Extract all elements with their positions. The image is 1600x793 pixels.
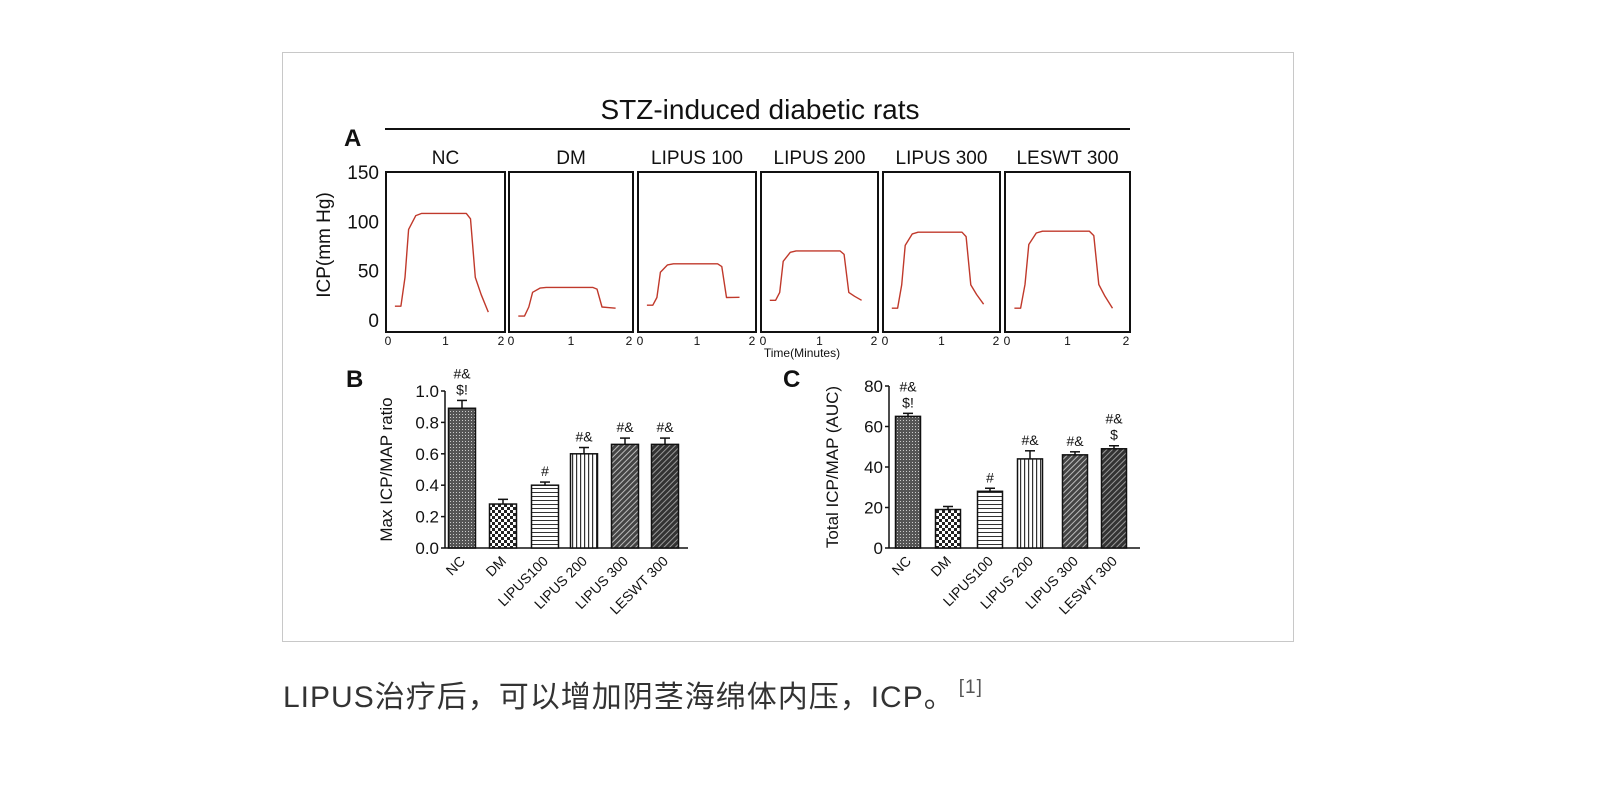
- y-axis-label: Max ICP/MAP ratio: [377, 397, 396, 541]
- y-tick-label: 0.2: [415, 508, 439, 527]
- trace-box: [1004, 171, 1131, 333]
- figure: STZ-induced diabetic rats A ICP(mm Hg) 0 50 1…: [314, 94, 1140, 617]
- x-tick-label: 1: [938, 334, 945, 348]
- y-tick-label: 0.8: [415, 413, 439, 432]
- panel-label-b: B: [346, 366, 363, 393]
- y-tick-label: 0: [874, 539, 883, 558]
- group-label: LIPUS 300: [896, 148, 988, 169]
- bar: [569, 453, 599, 549]
- x-tick-label: 0: [385, 334, 392, 348]
- panel-a-title: STZ-induced diabetic rats: [600, 94, 919, 125]
- panel-label-c: C: [783, 366, 800, 393]
- bar: [1016, 458, 1044, 549]
- significance-label: #: [541, 463, 549, 479]
- group-label: NC: [432, 148, 459, 169]
- icp-trace: [394, 212, 489, 313]
- trace-box: [637, 171, 757, 333]
- x-tick-label: 1: [568, 334, 575, 348]
- x-tick-label: DM: [482, 553, 509, 580]
- x-tick-label: 0: [760, 334, 767, 348]
- x-tick-label: 1: [1064, 334, 1071, 348]
- x-tick-label: 0: [508, 334, 515, 348]
- x-tick-label: 0: [637, 334, 644, 348]
- y-tick-label: 0: [368, 311, 379, 332]
- x-tick-label: 2: [871, 334, 878, 348]
- significance-label: $!: [456, 381, 468, 397]
- caption-text: LIPUS治疗后，可以增加阴茎海绵体内压，ICP。: [283, 681, 955, 714]
- bar: [610, 443, 640, 549]
- y-tick-label: 100: [347, 212, 379, 233]
- x-tick-label: DM: [927, 553, 954, 580]
- x-tick-label: 2: [1123, 334, 1130, 348]
- bar: [530, 484, 560, 549]
- y-axis-label: Total ICP/MAP (AUC): [823, 386, 842, 548]
- x-tick-label: 2: [626, 334, 633, 348]
- significance-label: #&: [575, 429, 593, 445]
- x-axis-label: Time(Minutes): [764, 346, 840, 360]
- figure-caption: LIPUS治疗后，可以增加阴茎海绵体内压，ICP。 [1]: [283, 672, 983, 716]
- icp-trace: [1014, 230, 1114, 309]
- x-tick-label: NC: [442, 553, 468, 579]
- y-tick-label: 20: [864, 499, 883, 518]
- x-tick-label: 1: [816, 334, 823, 348]
- icp-trace: [646, 263, 740, 306]
- significance-label: #&: [616, 419, 634, 435]
- bar: [976, 490, 1004, 549]
- significance-label: #&: [1066, 433, 1084, 449]
- significance-label: #&: [656, 419, 674, 435]
- panel-label-a: A: [344, 125, 361, 152]
- trace-box: [760, 171, 879, 333]
- y-axis-label: ICP(mm Hg): [314, 192, 335, 298]
- y-tick-label: 60: [864, 418, 883, 437]
- significance-label: #&: [899, 378, 917, 394]
- y-tick-label: 1.0: [415, 382, 439, 401]
- bar: [488, 503, 518, 549]
- y-tick-label: 0.6: [415, 445, 439, 464]
- bar: [447, 407, 477, 549]
- significance-label: #&: [1105, 411, 1123, 427]
- y-tick-label: 50: [358, 262, 379, 283]
- group-label: LIPUS 100: [651, 148, 743, 169]
- citation-ref[interactable]: [1]: [958, 677, 983, 698]
- trace-box: [882, 171, 1001, 333]
- bar: [934, 508, 962, 549]
- significance-label: #&: [1021, 432, 1039, 448]
- significance-label: #&: [453, 365, 471, 381]
- significance-label: $!: [902, 394, 914, 410]
- bar: [650, 443, 680, 549]
- bar: [1061, 454, 1089, 549]
- icp-trace: [518, 286, 616, 317]
- y-tick-label: 0.4: [415, 476, 439, 495]
- group-label: DM: [556, 148, 586, 169]
- x-tick-label: 1: [694, 334, 701, 348]
- y-tick-label: 0.0: [415, 539, 439, 558]
- x-tick-label: 2: [498, 334, 505, 348]
- y-tick-label: 40: [864, 458, 883, 477]
- x-tick-label: 0: [882, 334, 889, 348]
- group-label: LIPUS 200: [774, 148, 866, 169]
- y-tick-label: 150: [347, 163, 379, 184]
- icp-trace: [891, 231, 985, 309]
- x-tick-label: 0: [1004, 334, 1011, 348]
- group-label: LESWT 300: [1016, 148, 1118, 169]
- x-tick-label: 2: [993, 334, 1000, 348]
- significance-label: #: [986, 469, 994, 485]
- figure-frame: [282, 52, 1294, 642]
- y-tick-label: 80: [864, 377, 883, 396]
- x-tick-label: 2: [749, 334, 756, 348]
- panel-a: STZ-induced diabetic rats A ICP(mm Hg) 0 50 1…: [314, 94, 1131, 360]
- x-tick-label: NC: [888, 553, 914, 579]
- icp-trace: [769, 250, 862, 301]
- significance-label: $: [1110, 427, 1118, 443]
- x-tick-label: 1: [442, 334, 449, 348]
- bar: [1100, 448, 1128, 549]
- bar: [894, 415, 922, 549]
